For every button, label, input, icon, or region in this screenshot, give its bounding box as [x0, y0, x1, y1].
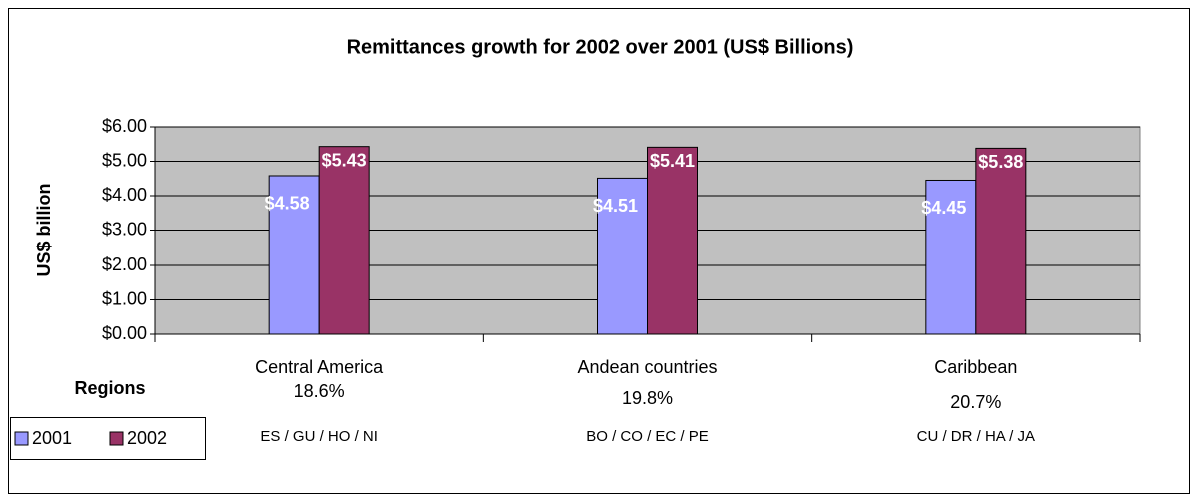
legend-label: 2001: [32, 428, 72, 448]
legend-swatch: [14, 431, 29, 446]
growth-label: 19.8%: [622, 388, 673, 408]
value-label: $4.58: [265, 194, 310, 214]
value-label: $5.41: [650, 151, 695, 171]
value-label: $5.38: [978, 152, 1023, 172]
x-tick-label: Central America: [255, 357, 384, 377]
country-label: CU / DR / HA / JA: [917, 428, 1035, 445]
y-axis-title: US$ billion: [34, 183, 54, 276]
x-tick-label: Caribbean: [934, 357, 1017, 377]
chart-title: Remittances growth for 2002 over 2001 (U…: [347, 36, 854, 58]
y-tick-label: $4.00: [102, 185, 147, 205]
y-tick-label: $2.00: [102, 254, 147, 274]
value-label: $4.51: [593, 196, 638, 216]
legend-swatch: [109, 431, 124, 446]
y-tick-label: $0.00: [102, 323, 147, 343]
country-label: BO / CO / EC / PE: [586, 428, 709, 445]
country-label: ES / GU / HO / NI: [260, 428, 378, 445]
bar: [975, 147, 1027, 335]
legend-box: [10, 417, 206, 460]
growth-label: 20.7%: [950, 392, 1001, 412]
value-label: $4.45: [921, 198, 966, 218]
y-tick-label: $1.00: [102, 288, 147, 308]
bar: [318, 146, 370, 335]
growth-label: 18.6%: [294, 381, 345, 401]
legend-label: 2002: [127, 428, 167, 448]
y-tick-label: $3.00: [102, 219, 147, 239]
x-tick-label: Andean countries: [577, 357, 717, 377]
bar: [925, 179, 977, 335]
bar: [647, 146, 698, 335]
y-tick-label: $5.00: [102, 150, 147, 170]
x-axis-title: Regions: [74, 378, 145, 398]
value-label: $5.43: [322, 150, 367, 170]
y-tick-label: $6.00: [102, 116, 147, 136]
